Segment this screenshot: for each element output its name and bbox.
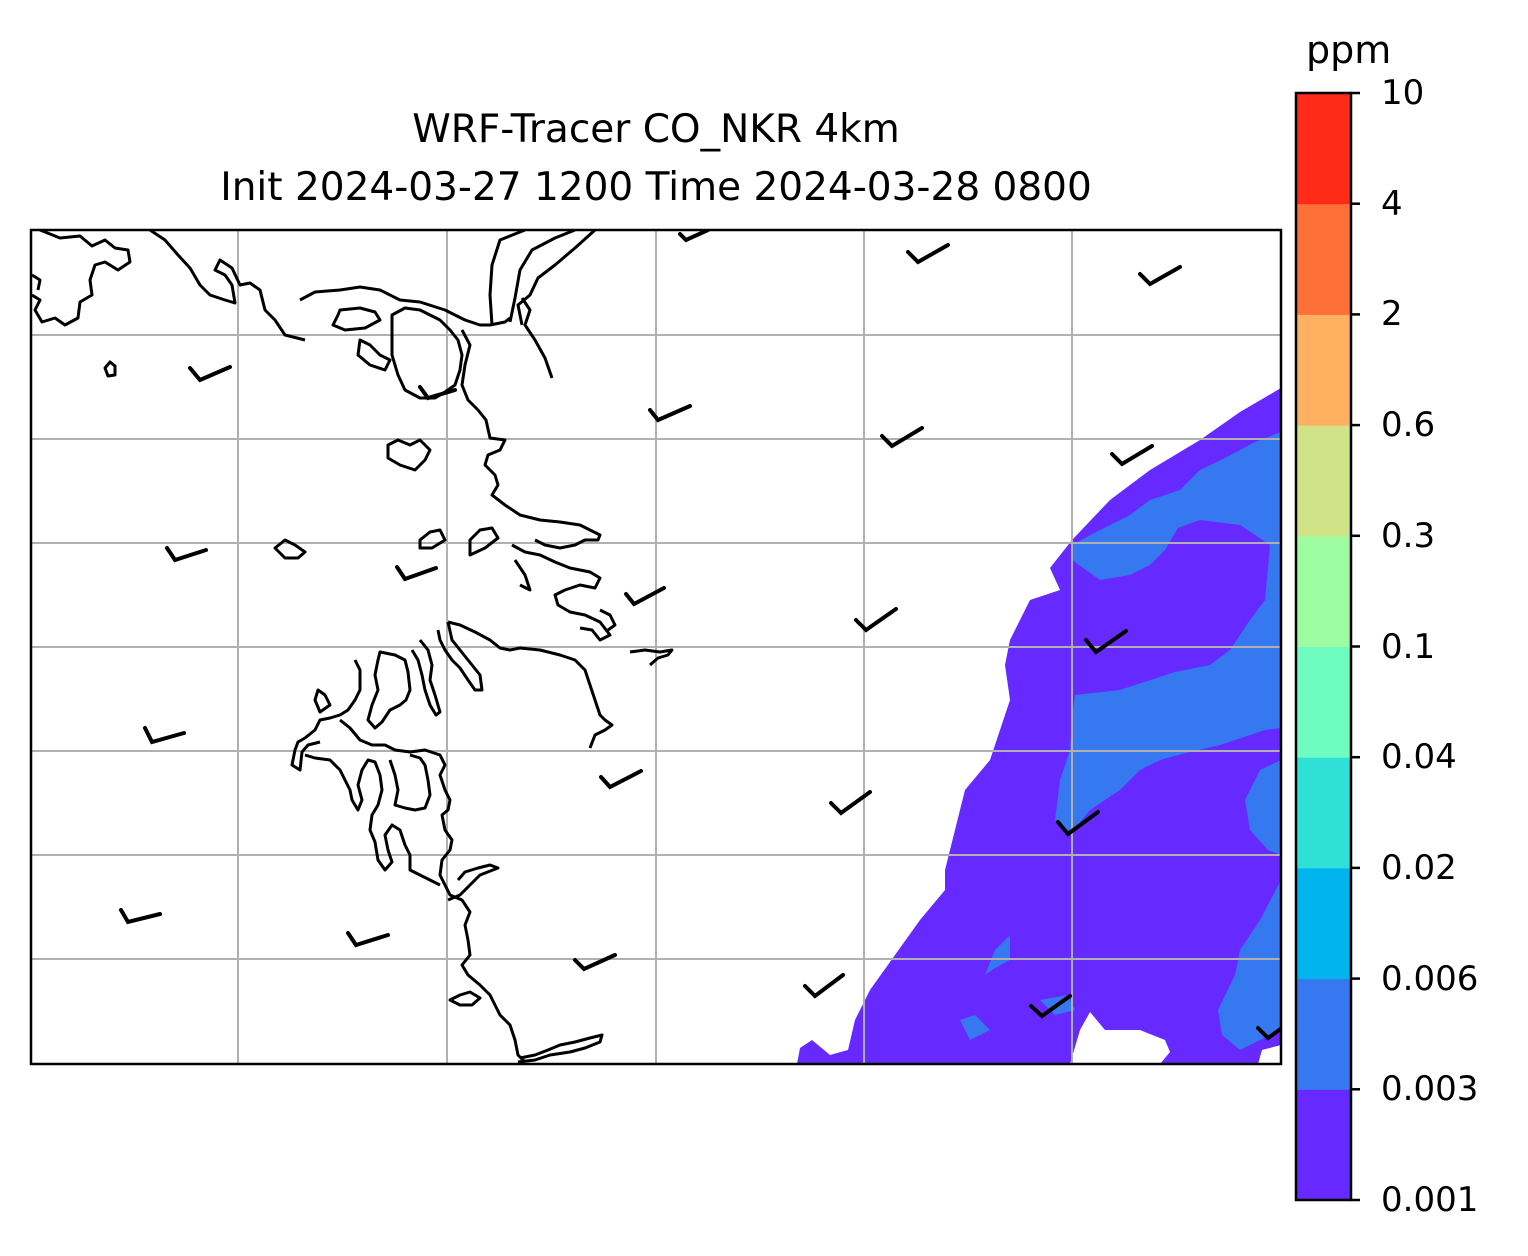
wind-barb [678,230,710,243]
tracer-region-mid [1055,432,1281,835]
wind-barb [119,908,162,925]
colorbar-tick-label: 4 [1381,183,1403,224]
map-frame [29,228,1283,1066]
colorbar [1294,91,1360,1202]
wind-barb [1029,994,1072,1019]
wind-barb [803,973,845,999]
wind-barb [1110,444,1154,467]
map-gridlines [31,230,1281,1064]
wind-barb [165,546,208,563]
wind-barb [1084,629,1128,655]
colorbar-segment [1296,425,1351,537]
tracer-region-low [797,388,1281,1064]
colorbar-segment [1296,646,1351,758]
wind-barb [395,565,438,582]
colorbar-segment [1296,93,1351,205]
tracer-region-mid [1245,760,1281,855]
wind-barb [854,607,898,633]
colorbar-segment [1296,978,1351,1090]
colorbar-segment [1296,203,1351,315]
wind-barb [346,931,390,948]
wind-barb [1056,810,1100,837]
colorbar-tick-label: 0.001 [1381,1180,1479,1220]
tracer-region-mid [985,935,1010,975]
tracer-region-mid [960,1015,990,1040]
wind-barbs [119,230,1281,1041]
tracer-gap [1070,1012,1170,1064]
colorbar-tick-label: 0.3 [1381,515,1436,556]
wind-barb [906,243,950,265]
map-title-line-1: WRF-Tracer CO_NKR 4km [412,107,900,152]
colorbar-tick-label: 2 [1381,294,1403,335]
colorbar-tick-label: 0.02 [1381,847,1457,888]
colorbar-segment [1296,535,1351,647]
colorbar-segment [1296,1089,1351,1201]
wind-barb [573,953,617,972]
wind-barb [599,769,643,790]
wind-barb [418,385,457,401]
wind-barb [648,404,692,423]
colorbar-tick-label: 10 [1381,73,1425,113]
map-title-line-2: Init 2024-03-27 1200 Time 2024-03-28 080… [220,165,1092,210]
colorbar-tick-label: 0.6 [1381,405,1436,446]
wind-barb [829,790,872,816]
colorbar-tick-label: 0.006 [1381,958,1479,999]
wind-barb [1256,1026,1281,1041]
wind-barb [1138,265,1182,287]
colorbar-tick-label: 0.003 [1381,1069,1479,1110]
colorbar-tick-label: 0.1 [1381,626,1436,667]
colorbar-units: ppm [1306,28,1392,72]
colorbar-tick-label: 0.04 [1381,737,1457,778]
colorbar-segment [1296,867,1351,980]
wind-barb [143,726,186,745]
colorbar-segment [1296,757,1351,869]
wind-barb [188,365,232,383]
coastline [31,230,674,1064]
tracer-region-mid [1218,880,1281,1050]
wind-barb [624,586,666,607]
colorbar-segment [1296,314,1351,426]
wind-barb [880,426,924,449]
tracer-gap [1258,1045,1281,1064]
